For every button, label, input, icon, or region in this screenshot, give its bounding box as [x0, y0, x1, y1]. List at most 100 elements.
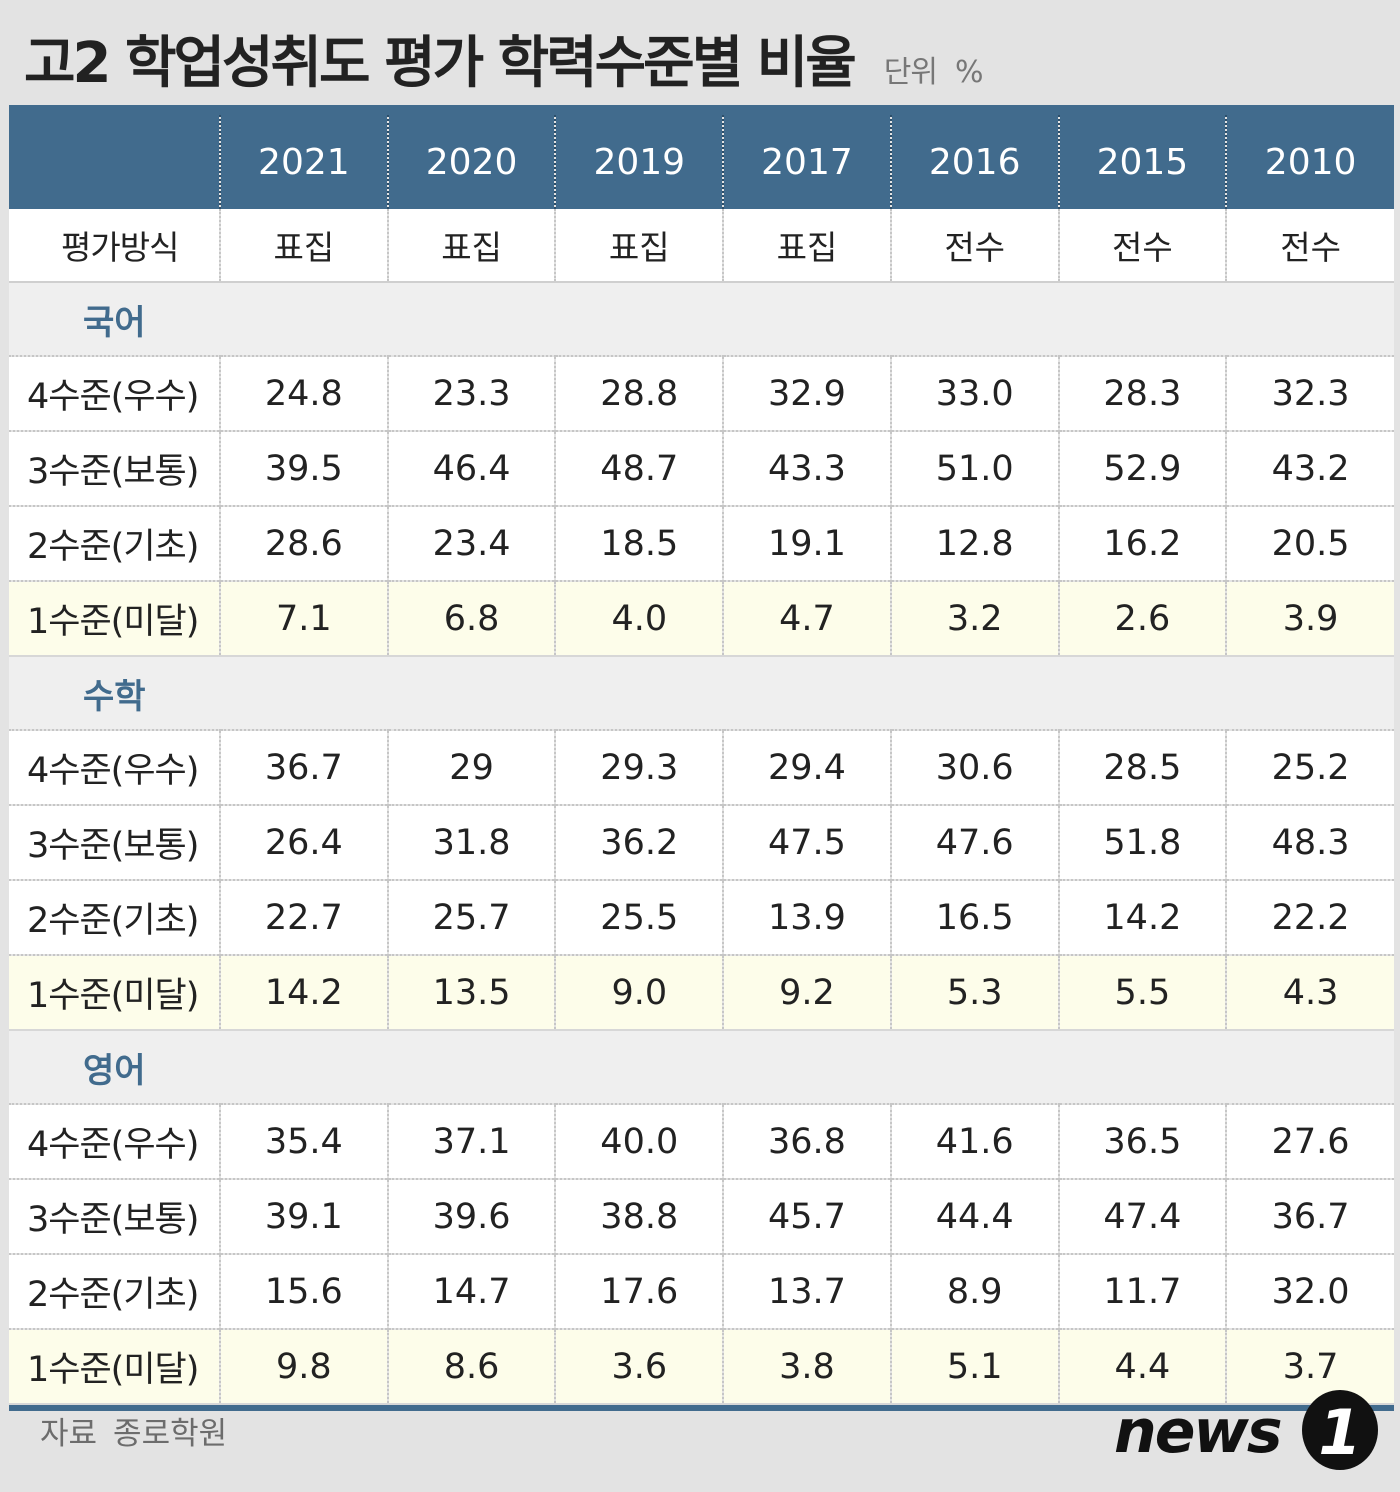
value-cell: 11.7: [1057, 1253, 1227, 1329]
value-cell: 5.3: [889, 954, 1059, 1031]
level-label: 2수준(기초): [9, 1253, 221, 1329]
year-header-2010: 2010: [1225, 105, 1394, 209]
method-cell: 전수: [1225, 209, 1394, 282]
table-row: 4수준(우수) 24.8 23.3 28.8 32.9 33.0 28.3 32.3: [9, 355, 1394, 431]
value-cell: 25.7: [386, 879, 556, 955]
value-cell: 13.9: [722, 879, 891, 955]
value-cell: 35.4: [219, 1103, 388, 1179]
value-cell: 13.5: [386, 954, 556, 1031]
unit-symbol: %: [954, 55, 983, 90]
subject-label: 국어: [9, 281, 1394, 356]
level-label: 3수준(보통): [9, 1178, 221, 1254]
value-cell: 36.5: [1057, 1103, 1227, 1179]
table-row: 1수준(미달) 7.1 6.8 4.0 4.7 3.2 2.6 3.9: [9, 580, 1394, 657]
value-cell: 40.0: [554, 1103, 724, 1179]
level-label: 4수준(우수): [9, 1103, 221, 1179]
year-header-2021: 2021: [219, 105, 388, 209]
value-cell: 39.5: [219, 430, 388, 506]
table-bottom-rule: [9, 1404, 1394, 1411]
corner-cell: [9, 105, 221, 209]
value-cell: 25.5: [554, 879, 724, 955]
method-cell: 전수: [1057, 209, 1227, 282]
value-cell: 36.2: [554, 804, 724, 880]
value-cell: 51.0: [889, 430, 1059, 506]
value-cell: 8.9: [889, 1253, 1059, 1329]
method-cell: 표집: [386, 209, 556, 282]
value-cell: 9.2: [722, 954, 891, 1031]
method-cell: 표집: [722, 209, 891, 282]
value-cell: 32.0: [1225, 1253, 1394, 1329]
table-row: 2수준(기초) 22.7 25.7 25.5 13.9 16.5 14.2 22.2: [9, 879, 1394, 955]
value-cell: 30.6: [889, 729, 1059, 805]
value-cell: 5.5: [1057, 954, 1227, 1031]
value-cell: 47.6: [889, 804, 1059, 880]
value-cell: 9.0: [554, 954, 724, 1031]
table-row: 4수준(우수) 36.7 29 29.3 29.4 30.6 28.5 25.2: [9, 729, 1394, 805]
value-cell: 36.7: [1225, 1178, 1394, 1254]
value-cell: 43.2: [1225, 430, 1394, 506]
subject-row: 국어: [9, 281, 1394, 356]
value-cell: 17.6: [554, 1253, 724, 1329]
value-cell: 52.9: [1057, 430, 1227, 506]
value-cell: 14.7: [386, 1253, 556, 1329]
value-cell: 23.3: [386, 355, 556, 431]
subject-label: 영어: [9, 1029, 1394, 1104]
method-row-label: 평가방식: [9, 209, 221, 282]
value-cell: 48.3: [1225, 804, 1394, 880]
value-cell: 15.6: [219, 1253, 388, 1329]
logo-mark: 1: [1318, 1396, 1361, 1469]
level-label: 1수준(미달): [9, 580, 221, 657]
value-cell: 3.7: [1225, 1328, 1394, 1405]
value-cell: 7.1: [219, 580, 388, 657]
table-body: 평가방식 표집 표집 표집 표집 전수 전수 전수 국어 4수준(우수) 24.8 23.3 28.8 3…: [9, 209, 1394, 1405]
value-cell: 44.4: [889, 1178, 1059, 1254]
value-cell: 26.4: [219, 804, 388, 880]
value-cell: 39.1: [219, 1178, 388, 1254]
value-cell: 31.8: [386, 804, 556, 880]
value-cell: 18.5: [554, 505, 724, 581]
value-cell: 25.2: [1225, 729, 1394, 805]
level-label: 3수준(보통): [9, 804, 221, 880]
value-cell: 14.2: [1057, 879, 1227, 955]
data-table-container: 2021 2020 2019 2017 2016 2015 2010 평가방식 표집 표집 표집 표…: [9, 105, 1394, 1411]
method-cell: 표집: [554, 209, 724, 282]
value-cell: 3.2: [889, 580, 1059, 657]
unit-label: 단위: [883, 55, 938, 90]
value-cell: 45.7: [722, 1178, 891, 1254]
value-cell: 28.5: [1057, 729, 1227, 805]
data-table: 2021 2020 2019 2017 2016 2015 2010 평가방식 표집 표집 표집 표…: [9, 105, 1394, 1411]
table-row: 2수준(기초) 15.6 14.7 17.6 13.7 8.9 11.7 32.0: [9, 1253, 1394, 1329]
logo-circle: [1302, 1390, 1378, 1470]
value-cell: 16.5: [889, 879, 1059, 955]
source-name: 종로학원: [113, 1416, 228, 1452]
table-row: 3수준(보통) 26.4 31.8 36.2 47.5 47.6 51.8 48.3: [9, 804, 1394, 880]
value-cell: 36.8: [722, 1103, 891, 1179]
value-cell: 48.7: [554, 430, 724, 506]
value-cell: 46.4: [386, 430, 556, 506]
value-cell: 32.3: [1225, 355, 1394, 431]
table-row: 4수준(우수) 35.4 37.1 40.0 36.8 41.6 36.5 27.6: [9, 1103, 1394, 1179]
value-cell: 27.6: [1225, 1103, 1394, 1179]
level-label: 1수준(미달): [9, 1328, 221, 1405]
value-cell: 23.4: [386, 505, 556, 581]
value-cell: 3.8: [722, 1328, 891, 1405]
value-cell: 39.6: [386, 1178, 556, 1254]
subject-row: 수학: [9, 655, 1394, 730]
year-header-2016: 2016: [889, 105, 1059, 209]
value-cell: 3.6: [554, 1328, 724, 1405]
value-cell: 28.3: [1057, 355, 1227, 431]
level-label: 4수준(우수): [9, 729, 221, 805]
table-row: 2수준(기초) 28.6 23.4 18.5 19.1 12.8 16.2 20.5: [9, 505, 1394, 581]
value-cell: 41.6: [889, 1103, 1059, 1179]
subject-row: 영어: [9, 1029, 1394, 1104]
value-cell: 20.5: [1225, 505, 1394, 581]
value-cell: 2.6: [1057, 580, 1227, 657]
table-row: 1수준(미달) 14.2 13.5 9.0 9.2 5.3 5.5 4.3: [9, 954, 1394, 1031]
method-cell: 전수: [889, 209, 1059, 282]
value-cell: 38.8: [554, 1178, 724, 1254]
value-cell: 28.6: [219, 505, 388, 581]
value-cell: 4.0: [554, 580, 724, 657]
value-cell: 36.7: [219, 729, 388, 805]
level-label: 2수준(기초): [9, 879, 221, 955]
value-cell: 9.8: [219, 1328, 388, 1405]
